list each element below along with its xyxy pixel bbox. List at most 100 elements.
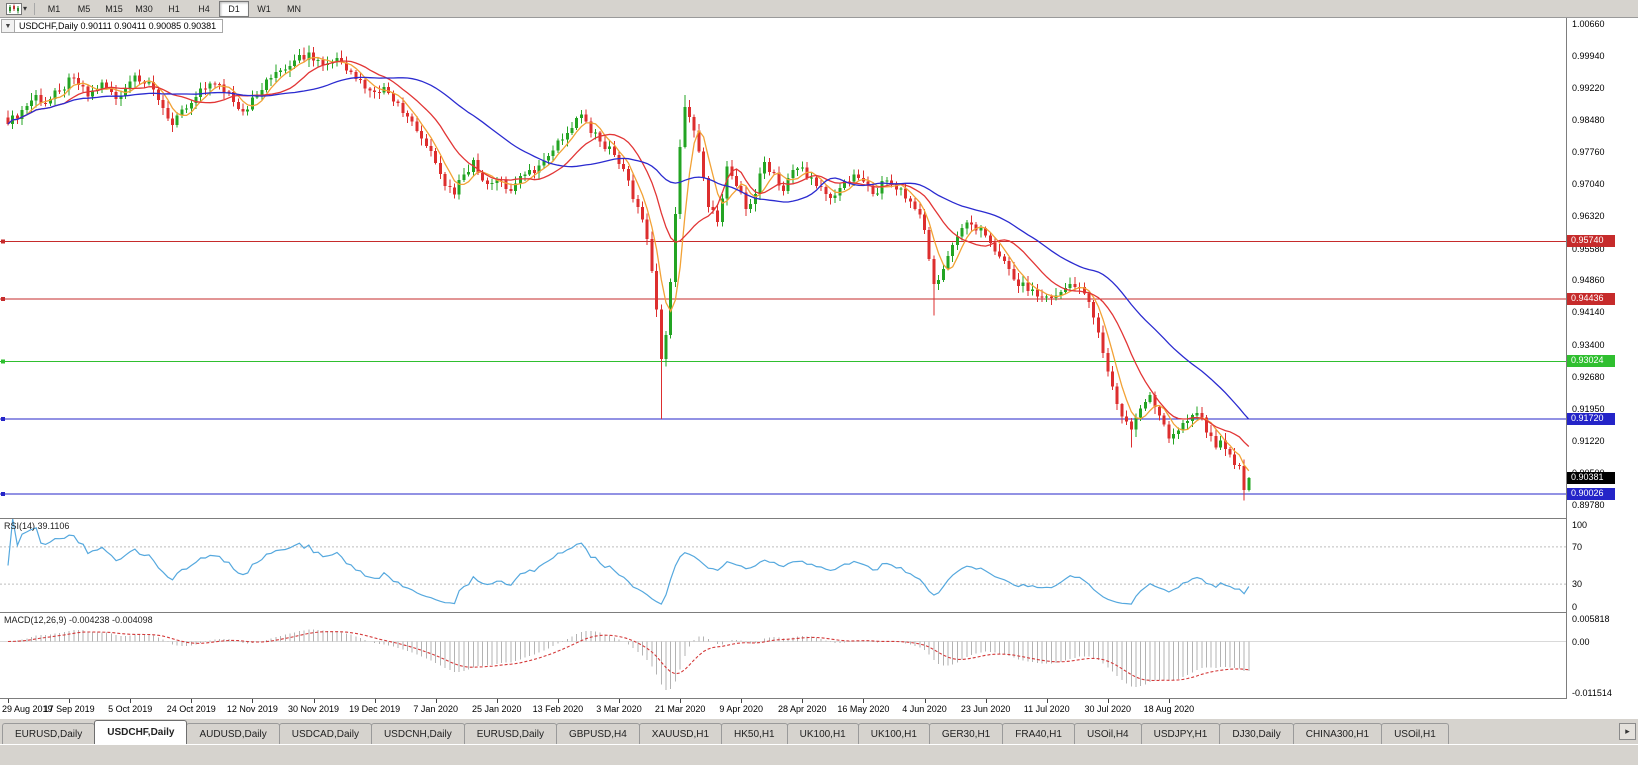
chart-tab-usdcnh-daily[interactable]: USDCNH,Daily	[370, 723, 465, 744]
price-tick: 0.91950	[1572, 403, 1605, 414]
time-label: 13 Feb 2020	[532, 704, 584, 714]
macd-axis-label: -0.011514	[1572, 688, 1612, 698]
price-axis[interactable]: 1.00660 0.99940 0.99220 0.98480 0.97760 0.970…	[1566, 18, 1638, 699]
chevron-down-icon: ▾	[23, 3, 28, 13]
time-label: 3 Mar 2020	[596, 704, 642, 714]
pane-separator[interactable]	[0, 612, 1638, 613]
pane-separator	[0, 698, 1638, 699]
one-click-trading-toggle[interactable]: ▼	[2, 20, 15, 32]
time-label: 12 Nov 2019	[226, 704, 278, 714]
rsi-axis-label: 100	[1572, 520, 1588, 530]
chart-type-icon[interactable]: ▾	[3, 1, 30, 17]
price-tick: 0.94860	[1572, 275, 1605, 286]
time-label: 23 Jun 2020	[960, 704, 1011, 714]
time-tick	[374, 699, 376, 703]
timeframe-button-m30[interactable]: M30	[135, 3, 153, 14]
timeframe-toolbar: ▾ M1 M5 M15 M30 H1 H4 D1 W1 MN	[0, 0, 1638, 18]
macd-axis-label: 0.005818	[1572, 614, 1610, 624]
timeframe-button-h4[interactable]: H4	[198, 3, 210, 14]
chart-tab-gbpusd-h4[interactable]: GBPUSD,H4	[555, 723, 640, 744]
time-label: 19 Dec 2019	[349, 704, 401, 714]
macd-pane[interactable]: MACD(12,26,9) -0.004238 -0.004098	[0, 613, 1566, 698]
chart-tab-china300-h1[interactable]: CHINA300,H1	[1292, 723, 1383, 744]
chart-tab-uk100-h1[interactable]: UK100,H1	[786, 723, 859, 744]
price-tick: 0.99220	[1572, 82, 1605, 93]
price-tick: 0.94140	[1572, 307, 1605, 318]
price-tick: 1.00660	[1572, 19, 1605, 30]
price-tick: 0.92680	[1572, 371, 1605, 382]
time-axis[interactable]: 29 Aug 2019 17 Sep 2019 5 Oct 2019 24 Oct 2…	[0, 699, 1638, 718]
chart-tab-usoil-h4[interactable]: USOil,H4	[1073, 723, 1142, 744]
ohlc-readout: 0.90111 0.90411 0.90085 0.90381	[80, 20, 217, 31]
time-tick	[191, 699, 193, 703]
level-price-badge: 0.95740	[1567, 235, 1615, 248]
chart-tabbar: EURUSD,Daily USDCHF,Daily AUDUSD,Daily USDC…	[0, 718, 1638, 744]
chart-tab-fra40-h1[interactable]: FRA40,H1	[1002, 723, 1075, 744]
chart-tab-usoil-h1[interactable]: USOil,H1	[1381, 723, 1449, 744]
chart-tab-eurusd-daily[interactable]: EURUSD,Daily	[2, 723, 96, 744]
time-tick	[557, 699, 559, 703]
chart-tab-ger30-h1[interactable]: GER30,H1	[928, 723, 1004, 744]
time-tick	[130, 699, 132, 703]
chart-tab-dj30-daily[interactable]: DJ30,Daily	[1219, 723, 1294, 744]
time-label: 25 Jan 2020	[472, 704, 522, 714]
chart-tab-usdjpy-h1[interactable]: USDJPY,H1	[1140, 723, 1221, 744]
price-tick: 0.99940	[1572, 50, 1605, 61]
price-tick: 0.89780	[1572, 499, 1605, 510]
main-chart-pane[interactable]: ▼ USDCHF,Daily 0.90111 0.90411 0.90085 0…	[0, 18, 1566, 518]
chart-tab-uk100-h1[interactable]: UK100,H1	[857, 723, 930, 744]
time-tick	[8, 699, 9, 703]
timeframe-button-m15[interactable]: M15	[105, 3, 123, 14]
candlestick-plot	[0, 45, 1566, 501]
rsi-label: RSI(14) 39.1106	[4, 521, 70, 531]
time-label: 17 Sep 2019	[43, 704, 95, 714]
time-tick	[252, 699, 254, 703]
rsi-pane[interactable]: RSI(14) 39.1106	[0, 519, 1566, 612]
current-price-badge: 0.90381	[1567, 472, 1615, 485]
chart-window: ▼ USDCHF,Daily 0.90111 0.90411 0.90085 0…	[0, 18, 1638, 718]
chart-tab-xauusd-h1[interactable]: XAUUSD,H1	[638, 723, 723, 744]
chart-tab-usdcad-daily[interactable]: USDCAD,Daily	[278, 723, 372, 744]
price-tick: 0.91220	[1572, 436, 1605, 447]
time-label: 5 Oct 2019	[108, 704, 153, 714]
chart-tab-hk50-h1[interactable]: HK50,H1	[721, 723, 788, 744]
chart-tab-usdchf-daily[interactable]: USDCHF,Daily	[94, 720, 188, 744]
pane-separator[interactable]	[0, 518, 1638, 519]
time-label: 9 Apr 2020	[719, 704, 763, 714]
time-tick	[863, 699, 865, 703]
time-tick	[1107, 699, 1109, 703]
timeframe-button-m1[interactable]: M1	[47, 3, 61, 14]
time-label: 21 Mar 2020	[654, 704, 706, 714]
price-tick: 0.97760	[1572, 147, 1605, 158]
time-tick	[619, 699, 620, 703]
chart-tab-eurusd-daily[interactable]: EURUSD,Daily	[463, 723, 557, 744]
timeframe-button-mn[interactable]: MN	[287, 3, 302, 14]
time-label: 11 Jul 2020	[1023, 704, 1070, 714]
macd-axis-label: 0.00	[1572, 636, 1590, 647]
timeframe-button-d1[interactable]: D1	[219, 0, 250, 17]
price-tick: 0.93400	[1572, 339, 1605, 350]
time-label: 18 Aug 2020	[1143, 704, 1195, 714]
rsi-axis-label: 0	[1572, 602, 1578, 612]
time-label: 16 May 2020	[837, 704, 890, 714]
symbol-period-label: USDCHF,Daily	[19, 20, 79, 31]
time-label: 4 Jun 2020	[902, 704, 947, 714]
time-tick	[1046, 699, 1048, 703]
price-tick: 0.95580	[1572, 243, 1605, 254]
toolbar-separator	[34, 2, 36, 15]
chart-title: USDCHF,Daily 0.90111 0.90411 0.90085 0.9…	[15, 21, 222, 32]
chart-tab-audusd-daily[interactable]: AUDUSD,Daily	[186, 723, 280, 744]
time-tick	[985, 699, 987, 703]
chart-tabbar-tabs: EURUSD,Daily USDCHF,Daily AUDUSD,Daily USDC…	[2, 720, 1449, 744]
time-label: 30 Jul 2020	[1084, 704, 1132, 714]
level-price-badge: 0.91720	[1567, 413, 1615, 426]
timeframe-button-w1[interactable]: W1	[257, 3, 271, 14]
time-tick	[435, 699, 437, 703]
timeframe-button-m5[interactable]: M5	[77, 3, 91, 14]
tab-scroll-right-button[interactable]: ▸	[1619, 723, 1636, 740]
timeframe-button-h1[interactable]: H1	[168, 3, 180, 14]
time-tick	[924, 699, 926, 703]
rsi-axis-label: 30	[1572, 579, 1583, 590]
price-tick: 0.96320	[1572, 210, 1605, 221]
